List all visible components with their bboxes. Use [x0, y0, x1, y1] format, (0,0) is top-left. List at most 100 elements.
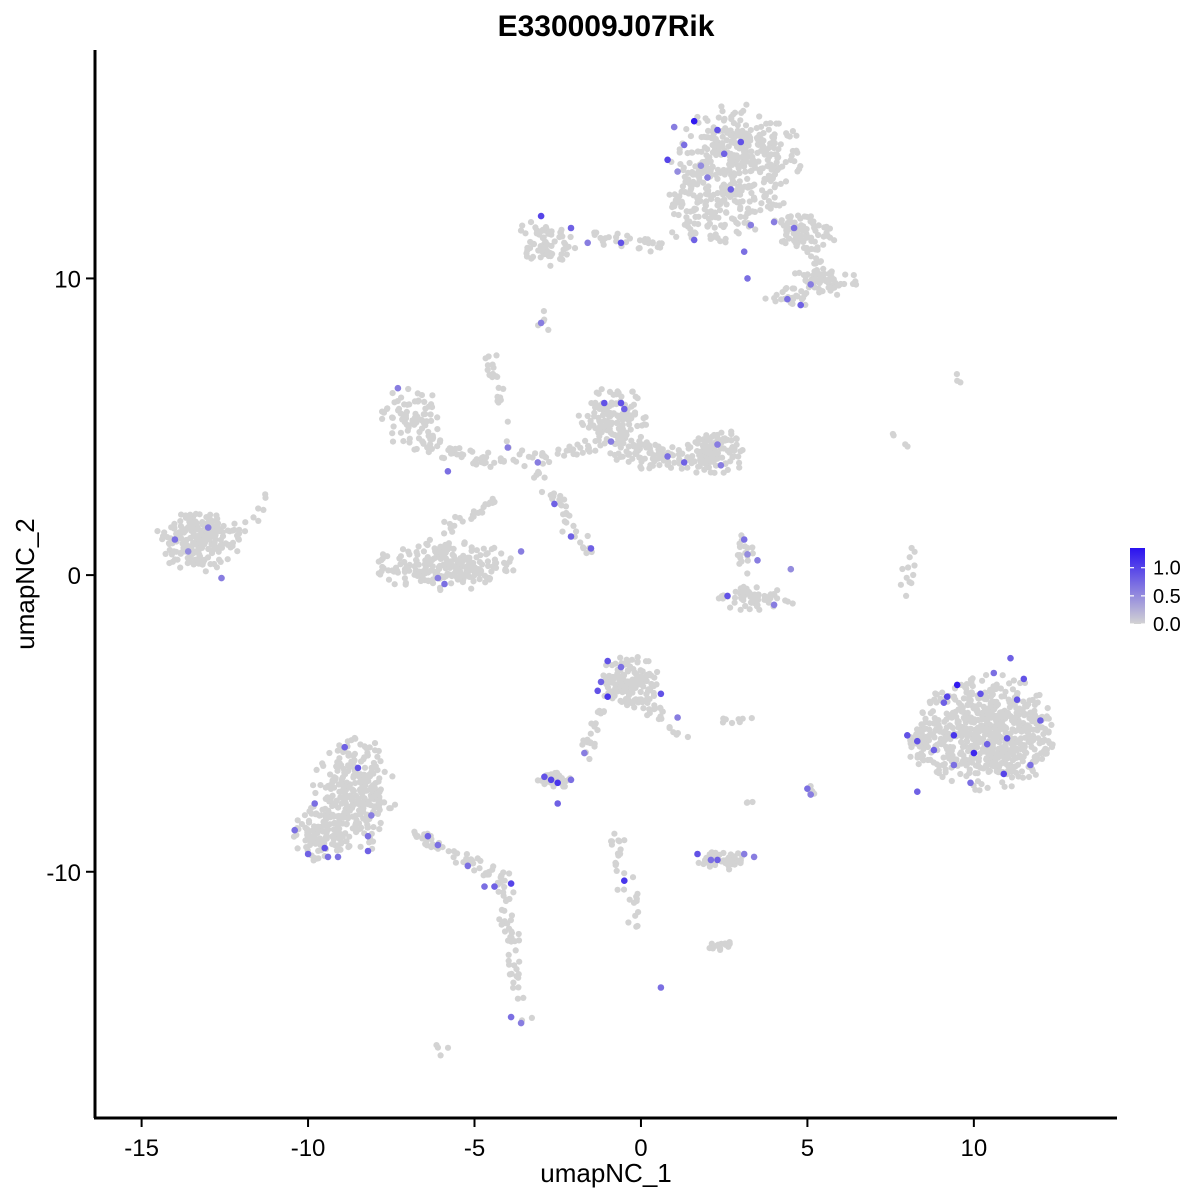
- cell-point: [489, 361, 496, 368]
- cell-point: [690, 192, 697, 199]
- cell-point: [374, 753, 381, 760]
- cell-point: [1004, 709, 1011, 716]
- cell-point: [489, 371, 497, 378]
- cell-point: [679, 183, 687, 190]
- cell-point: [595, 390, 602, 397]
- cell-point: [584, 532, 591, 540]
- cell-point: [515, 930, 522, 938]
- cell-point: [260, 506, 267, 513]
- cell-point: [320, 762, 327, 770]
- cell-point: [723, 209, 730, 216]
- cell-point: [508, 970, 515, 978]
- cell-point: [750, 194, 758, 201]
- cell-point: [715, 197, 722, 204]
- cell-point: [765, 126, 772, 133]
- cell-point: [195, 526, 202, 533]
- cell-point: [520, 994, 527, 1002]
- expressing-cell-point: [597, 678, 605, 686]
- cell-point: [968, 759, 976, 766]
- cell-point: [559, 528, 566, 535]
- cell-point: [323, 835, 330, 842]
- cell-point: [404, 401, 411, 408]
- cell-point: [368, 787, 376, 794]
- cell-point: [808, 238, 815, 245]
- cell-point: [948, 777, 955, 785]
- cell-point: [505, 951, 512, 959]
- cell-point: [416, 568, 423, 575]
- cell-point: [446, 445, 453, 452]
- expressing-cell-point: [594, 687, 601, 695]
- cell-point: [615, 852, 622, 859]
- cell-point: [585, 442, 592, 449]
- cell-point: [350, 774, 357, 781]
- cell-point: [556, 772, 563, 779]
- cell-point: [1031, 753, 1039, 760]
- cell-point: [1016, 752, 1023, 759]
- cell-point: [737, 191, 744, 198]
- cell-point: [776, 202, 783, 209]
- cell-point: [500, 889, 507, 896]
- cell-point: [767, 591, 774, 598]
- cell-point: [389, 438, 397, 445]
- cell-point: [735, 453, 742, 460]
- cell-point: [786, 133, 793, 140]
- cell-point: [957, 750, 964, 758]
- cell-point: [697, 452, 704, 459]
- cell-point: [645, 686, 652, 693]
- cell-point: [326, 749, 333, 757]
- cell-point: [686, 159, 693, 167]
- expressing-cell-point: [204, 524, 212, 531]
- cell-point: [998, 693, 1005, 700]
- cell-point: [744, 175, 751, 182]
- cell-point: [773, 120, 780, 127]
- cell-point: [463, 851, 470, 858]
- cell-point: [450, 545, 457, 553]
- cell-point: [384, 405, 391, 412]
- cell-point: [387, 805, 394, 812]
- cell-point: [338, 762, 345, 769]
- cell-point: [400, 411, 407, 418]
- cell-point: [452, 859, 459, 866]
- cell-point: [338, 800, 345, 807]
- cell-point: [733, 435, 740, 442]
- cell-point: [537, 254, 544, 261]
- cell-point: [370, 793, 377, 801]
- cell-point: [554, 450, 561, 457]
- cell-point: [301, 812, 308, 819]
- cell-point: [728, 215, 736, 222]
- cell-point: [1030, 737, 1037, 744]
- cell-point: [685, 176, 692, 183]
- cell-point: [1021, 748, 1029, 755]
- cell-point: [190, 561, 197, 568]
- cell-point: [310, 782, 317, 789]
- cell-point: [842, 271, 849, 278]
- cell-point: [729, 161, 736, 168]
- cell-point: [618, 422, 625, 429]
- cell-point: [620, 671, 627, 678]
- cell-point: [476, 865, 483, 872]
- cell-point: [357, 779, 364, 786]
- cell-point: [541, 474, 548, 481]
- cell-point: [827, 234, 834, 241]
- cell-point: [381, 799, 388, 806]
- expressing-cell-point: [311, 800, 319, 807]
- expressing-cell-point: [717, 462, 725, 469]
- cell-point: [359, 805, 367, 812]
- cell-point: [820, 265, 827, 272]
- cell-point: [719, 108, 726, 115]
- cell-point: [379, 551, 387, 558]
- cell-point: [436, 439, 443, 446]
- cell-point: [316, 838, 323, 845]
- cell-point: [527, 219, 535, 226]
- cell-point: [720, 849, 727, 857]
- cell-point: [684, 150, 691, 157]
- cell-point: [906, 579, 913, 586]
- cell-point: [974, 710, 981, 717]
- cell-point: [351, 750, 358, 758]
- cell-point: [154, 528, 161, 535]
- cell-point: [624, 667, 631, 674]
- cell-point: [450, 848, 458, 855]
- cell-point: [357, 811, 364, 818]
- cell-point: [411, 446, 418, 453]
- cell-point: [740, 587, 747, 594]
